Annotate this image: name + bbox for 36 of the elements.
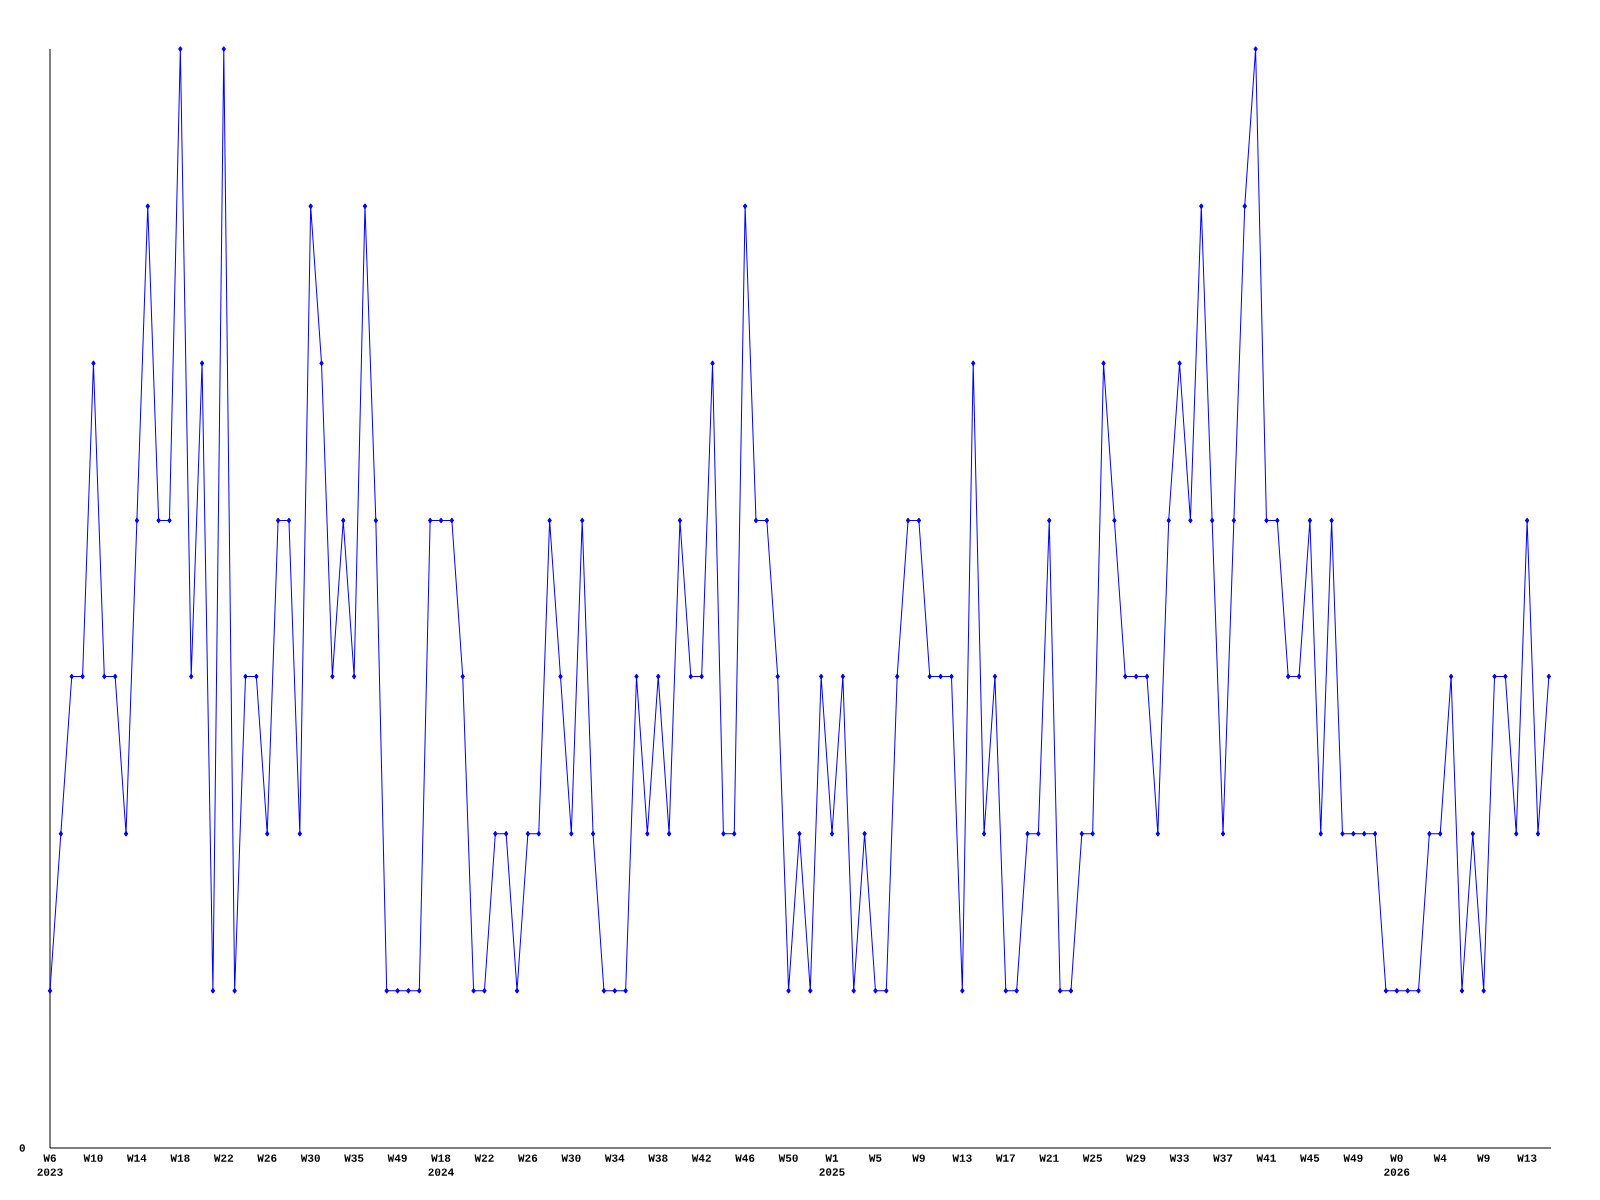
x-tick-label: W30 — [561, 1154, 581, 1162]
x-tick-label: W35 — [344, 1154, 364, 1162]
x-tick-label: W25 — [1082, 1154, 1102, 1162]
x-tick-label: W18 2024 — [428, 1154, 454, 1176]
x-tick-label: W9 — [912, 1154, 925, 1162]
x-tick-label: W14 — [126, 1154, 147, 1162]
text: 0 — [19, 1144, 25, 1152]
x-tick-label: W29 — [1126, 1154, 1146, 1162]
x-tick-label: W26 — [257, 1154, 277, 1162]
x-tick-label: W22 — [213, 1154, 234, 1162]
x-tick-label: W13 — [952, 1154, 972, 1162]
x-tick-label: W5 — [868, 1154, 882, 1162]
x-tick-label: W49 — [387, 1154, 407, 1162]
x-tick-label: W33 — [1169, 1154, 1189, 1162]
x-tick-label: W1 2025 — [819, 1154, 845, 1176]
x-tick-label: W41 — [1256, 1154, 1276, 1162]
x-tick-label: W46 — [735, 1154, 755, 1162]
x-tick-label: W10 — [83, 1154, 103, 1162]
x-tick-label: W45 — [1300, 1154, 1320, 1162]
x-tick-label: W13 — [1517, 1154, 1537, 1162]
x-tick-label: W34 — [604, 1154, 625, 1162]
x-tick-label: W50 — [778, 1154, 798, 1162]
x-tick-label: W37 — [1213, 1154, 1233, 1162]
x-tick-label: W9 — [1477, 1154, 1490, 1162]
x-tick-label: W22 — [474, 1154, 494, 1162]
x-tick-label: W0 2026 — [1384, 1154, 1410, 1176]
x-tick-label: W18 — [170, 1154, 190, 1162]
x-tick-label: W6 2023 — [37, 1154, 63, 1176]
x-tick-label: W42 — [691, 1154, 711, 1162]
x-tick-label: W4 — [1433, 1154, 1447, 1162]
x-tick-label: W21 — [1039, 1154, 1059, 1162]
x-tick-label: W49 — [1343, 1154, 1363, 1162]
x-tick-label: W30 — [300, 1154, 320, 1162]
x-tick-label: W26 — [517, 1154, 538, 1162]
x-tick-label: W17 — [995, 1154, 1015, 1162]
x-tick-label: W38 — [648, 1154, 668, 1162]
